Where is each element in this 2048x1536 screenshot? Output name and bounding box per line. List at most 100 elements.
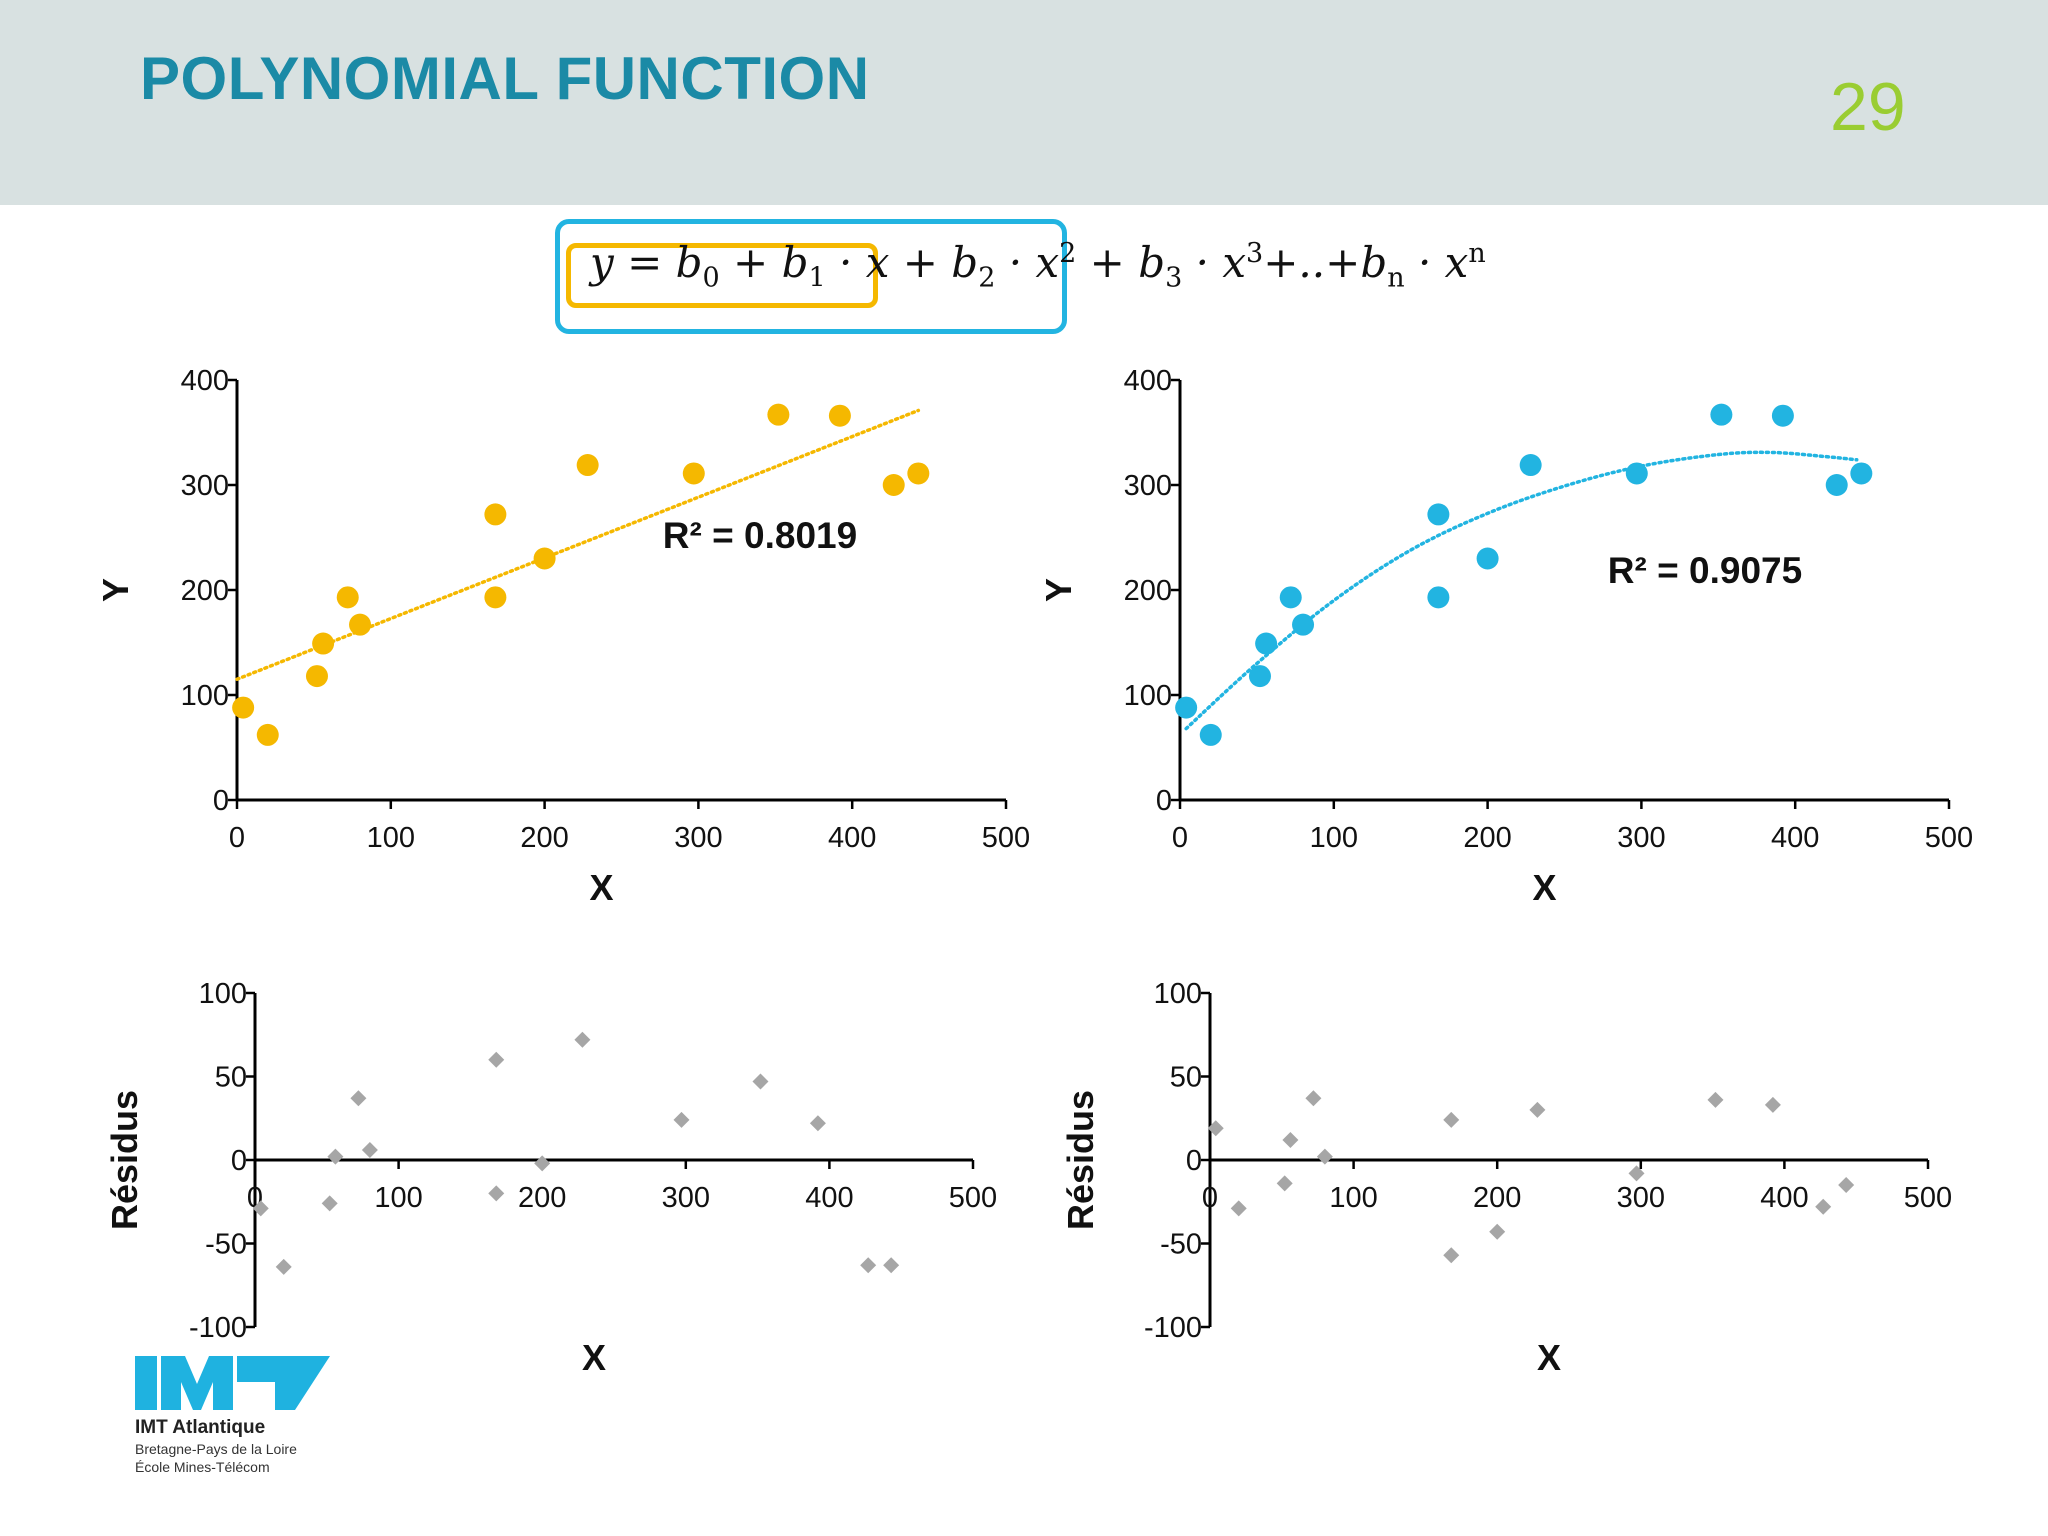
- data-point: [232, 696, 255, 719]
- residual-point: [1316, 1148, 1333, 1165]
- data-point: [682, 462, 705, 485]
- y-tick-label: 100: [1154, 978, 1202, 1010]
- x-tick-label: 300: [662, 1182, 710, 1214]
- data-point: [533, 547, 556, 570]
- x-axis-title: X: [1532, 867, 1556, 908]
- residual-point: [1305, 1090, 1322, 1107]
- polynomial-formula: y = b0 + b1 · x + b2 · x2 + b3 · x3+..+b…: [590, 238, 1486, 293]
- y-tick-label: -100: [1144, 1312, 1202, 1344]
- residual-point: [1282, 1131, 1299, 1148]
- data-point: [1279, 586, 1302, 609]
- residual-point: [534, 1155, 551, 1172]
- x-tick-label: 0: [229, 822, 245, 854]
- page-number: 29: [1830, 69, 1906, 145]
- residual-point: [1276, 1175, 1293, 1192]
- y-tick-label: -50: [1160, 1229, 1202, 1261]
- x-axis-title: X: [1537, 1337, 1561, 1378]
- residual-point: [275, 1258, 292, 1275]
- y-tick-label: 0: [231, 1145, 247, 1177]
- data-point: [1427, 503, 1450, 526]
- data-point: [1175, 696, 1198, 719]
- residual-point: [327, 1148, 344, 1165]
- residual-point: [321, 1195, 338, 1212]
- x-tick-label: 200: [518, 1182, 566, 1214]
- x-tick-label: 0: [1202, 1182, 1218, 1214]
- data-point: [576, 454, 599, 477]
- chart-2: 0 100 200 300 400 0 100 200 300 400 500 X Y R² = 0.90…: [1038, 365, 1973, 908]
- formula-term: +..+b: [1263, 238, 1388, 287]
- x-tick-label: 200: [1473, 1182, 1521, 1214]
- residual-point: [361, 1141, 378, 1158]
- x-tick-label: 100: [374, 1182, 422, 1214]
- x-tick-label: 200: [1463, 822, 1511, 854]
- data-point: [1476, 547, 1499, 570]
- x-tick-label: 500: [1904, 1182, 1952, 1214]
- residual-point: [1489, 1223, 1506, 1240]
- data-point: [1825, 474, 1848, 496]
- residual-point: [488, 1185, 505, 1202]
- y-tick-label: 50: [1170, 1062, 1202, 1094]
- data-point: [1427, 586, 1450, 609]
- data-point: [349, 613, 372, 636]
- y-axis-title: Y: [1038, 578, 1079, 602]
- residual-point: [1443, 1247, 1460, 1264]
- data-point: [1292, 613, 1315, 636]
- data-point: [767, 403, 790, 426]
- x-tick-label: 100: [1329, 1182, 1377, 1214]
- data-point: [1710, 403, 1733, 426]
- data-point: [882, 474, 905, 496]
- data-point: [1199, 723, 1222, 746]
- x-tick-label: 300: [1617, 822, 1665, 854]
- chart-1: 0 100 200 300 400 0 100 200 300 400 500 X Y R² = 0.80…: [95, 365, 1030, 908]
- y-tick-label: 300: [1124, 470, 1172, 502]
- formula-term: · x: [1404, 238, 1469, 287]
- residual-point: [1529, 1101, 1546, 1118]
- residual-point: [809, 1115, 826, 1132]
- residual-point: [1443, 1111, 1460, 1128]
- data-point: [336, 586, 359, 609]
- x-tick-label: 100: [1310, 822, 1358, 854]
- y-tick-label: 400: [181, 365, 229, 397]
- data-point: [1248, 665, 1271, 688]
- data-point: [1625, 462, 1648, 485]
- residual-point: [488, 1051, 505, 1068]
- y-tick-label: 100: [181, 680, 229, 712]
- x-axis-title: X: [582, 1337, 606, 1378]
- x-tick-label: 200: [520, 822, 568, 854]
- r-squared-label: R² = 0.8019: [663, 515, 857, 556]
- linear-terms-highlight: [566, 243, 878, 308]
- residual-point: [673, 1111, 690, 1128]
- residual-point: [1230, 1200, 1247, 1217]
- r-squared-label: R² = 0.9075: [1608, 550, 1802, 591]
- formula-superscript: 2: [1059, 238, 1077, 269]
- x-tick-label: 100: [367, 822, 415, 854]
- x-tick-label: 300: [1617, 1182, 1665, 1214]
- data-point: [256, 723, 279, 746]
- logo-subline-1: Bretagne-Pays de la Loire: [135, 1441, 297, 1457]
- x-tick-label: 500: [982, 822, 1030, 854]
- formula-term: · x: [1182, 238, 1247, 287]
- formula-subscript: 0: [702, 262, 720, 294]
- data-point: [828, 404, 851, 427]
- y-tick-label: 200: [1124, 575, 1172, 607]
- data-point: [305, 665, 328, 688]
- y-axis-title: Résidus: [1060, 1090, 1101, 1230]
- y-tick-label: 0: [1186, 1145, 1202, 1177]
- x-tick-label: 400: [805, 1182, 853, 1214]
- y-tick-label: -50: [205, 1229, 247, 1261]
- residual-point: [752, 1073, 769, 1090]
- data-point: [907, 462, 930, 485]
- data-point: [1850, 462, 1873, 485]
- residual-point: [574, 1031, 591, 1048]
- x-tick-label: 400: [828, 822, 876, 854]
- formula-superscript: 3: [1246, 238, 1264, 269]
- formula-subscript: 1: [808, 262, 826, 294]
- data-point: [312, 632, 335, 655]
- y-axis-title: Résidus: [104, 1090, 145, 1230]
- x-tick-label: 500: [1925, 822, 1973, 854]
- y-tick-label: -100: [189, 1312, 247, 1344]
- formula-subscript: 3: [1165, 262, 1183, 294]
- formula-term: + b: [719, 238, 809, 287]
